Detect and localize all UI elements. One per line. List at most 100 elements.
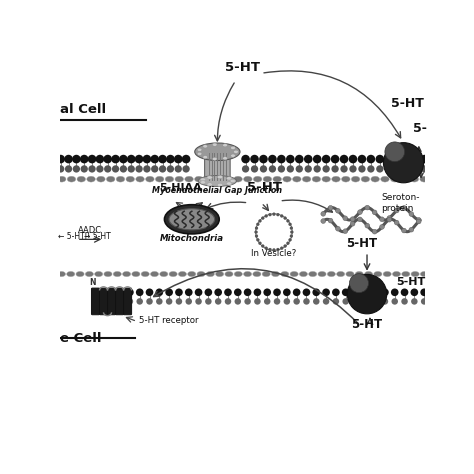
Circle shape	[127, 155, 136, 164]
Circle shape	[371, 289, 379, 296]
Circle shape	[283, 298, 290, 305]
Circle shape	[264, 247, 268, 250]
Circle shape	[135, 155, 143, 164]
Circle shape	[80, 155, 89, 164]
Circle shape	[372, 298, 378, 305]
Ellipse shape	[230, 179, 236, 182]
Circle shape	[276, 213, 279, 216]
Circle shape	[290, 227, 293, 229]
Ellipse shape	[217, 175, 223, 179]
Circle shape	[158, 155, 167, 164]
Circle shape	[313, 165, 321, 173]
Ellipse shape	[132, 272, 140, 277]
Circle shape	[261, 217, 264, 219]
Circle shape	[205, 298, 211, 305]
Circle shape	[409, 228, 414, 232]
Ellipse shape	[401, 272, 410, 277]
Ellipse shape	[95, 272, 103, 277]
Circle shape	[150, 155, 159, 164]
Circle shape	[182, 155, 191, 164]
Circle shape	[119, 155, 128, 164]
Circle shape	[254, 298, 261, 305]
Circle shape	[166, 298, 173, 305]
Circle shape	[276, 248, 279, 251]
Circle shape	[283, 289, 291, 296]
Circle shape	[112, 165, 119, 173]
Circle shape	[287, 165, 294, 173]
Ellipse shape	[206, 272, 214, 277]
Circle shape	[362, 289, 369, 296]
Circle shape	[352, 289, 359, 296]
Circle shape	[352, 298, 359, 305]
Circle shape	[420, 289, 428, 296]
Circle shape	[258, 242, 262, 245]
Circle shape	[215, 298, 221, 305]
Ellipse shape	[77, 176, 86, 182]
Ellipse shape	[365, 272, 373, 277]
Circle shape	[358, 165, 365, 173]
Ellipse shape	[263, 176, 272, 182]
Ellipse shape	[67, 176, 76, 182]
Ellipse shape	[194, 176, 203, 182]
Circle shape	[340, 165, 348, 173]
Circle shape	[302, 289, 310, 296]
Circle shape	[274, 298, 280, 305]
Circle shape	[137, 298, 143, 305]
Text: Seroton-: Seroton-	[381, 193, 419, 202]
Circle shape	[151, 165, 158, 173]
Ellipse shape	[207, 176, 212, 179]
Circle shape	[402, 155, 411, 164]
Circle shape	[155, 289, 163, 296]
Ellipse shape	[165, 176, 174, 182]
Ellipse shape	[351, 176, 360, 182]
Ellipse shape	[85, 272, 93, 277]
Circle shape	[391, 289, 399, 296]
Circle shape	[146, 298, 153, 305]
Ellipse shape	[337, 272, 345, 277]
Circle shape	[225, 298, 231, 305]
Circle shape	[182, 165, 190, 173]
Circle shape	[305, 165, 312, 173]
Circle shape	[322, 289, 330, 296]
Circle shape	[372, 210, 377, 215]
Circle shape	[261, 245, 264, 247]
Ellipse shape	[332, 176, 340, 182]
Ellipse shape	[113, 272, 121, 277]
Circle shape	[385, 142, 405, 162]
Text: N: N	[89, 278, 95, 287]
Circle shape	[289, 238, 292, 241]
Ellipse shape	[318, 272, 326, 277]
Circle shape	[420, 155, 429, 164]
Circle shape	[260, 165, 267, 173]
Circle shape	[104, 165, 111, 173]
Ellipse shape	[141, 272, 149, 277]
Circle shape	[258, 219, 262, 222]
Circle shape	[392, 298, 398, 305]
Ellipse shape	[272, 272, 280, 277]
Ellipse shape	[253, 176, 262, 182]
FancyBboxPatch shape	[124, 288, 132, 315]
Ellipse shape	[116, 176, 125, 182]
Ellipse shape	[155, 176, 164, 182]
Circle shape	[322, 155, 330, 164]
Circle shape	[136, 165, 143, 173]
Circle shape	[410, 289, 418, 296]
Circle shape	[411, 155, 420, 164]
Circle shape	[313, 298, 319, 305]
Text: protein: protein	[381, 204, 413, 213]
Circle shape	[349, 273, 368, 292]
Ellipse shape	[224, 176, 233, 182]
Ellipse shape	[146, 176, 154, 182]
Circle shape	[277, 155, 286, 164]
Circle shape	[268, 213, 272, 216]
Circle shape	[255, 235, 258, 237]
Circle shape	[295, 155, 303, 164]
Text: 5-HIAA: 5-HIAA	[160, 183, 202, 193]
Circle shape	[174, 165, 182, 173]
Ellipse shape	[164, 205, 219, 234]
Circle shape	[175, 289, 183, 296]
Circle shape	[380, 217, 384, 222]
Ellipse shape	[104, 272, 112, 277]
Circle shape	[372, 229, 377, 234]
Ellipse shape	[400, 176, 409, 182]
